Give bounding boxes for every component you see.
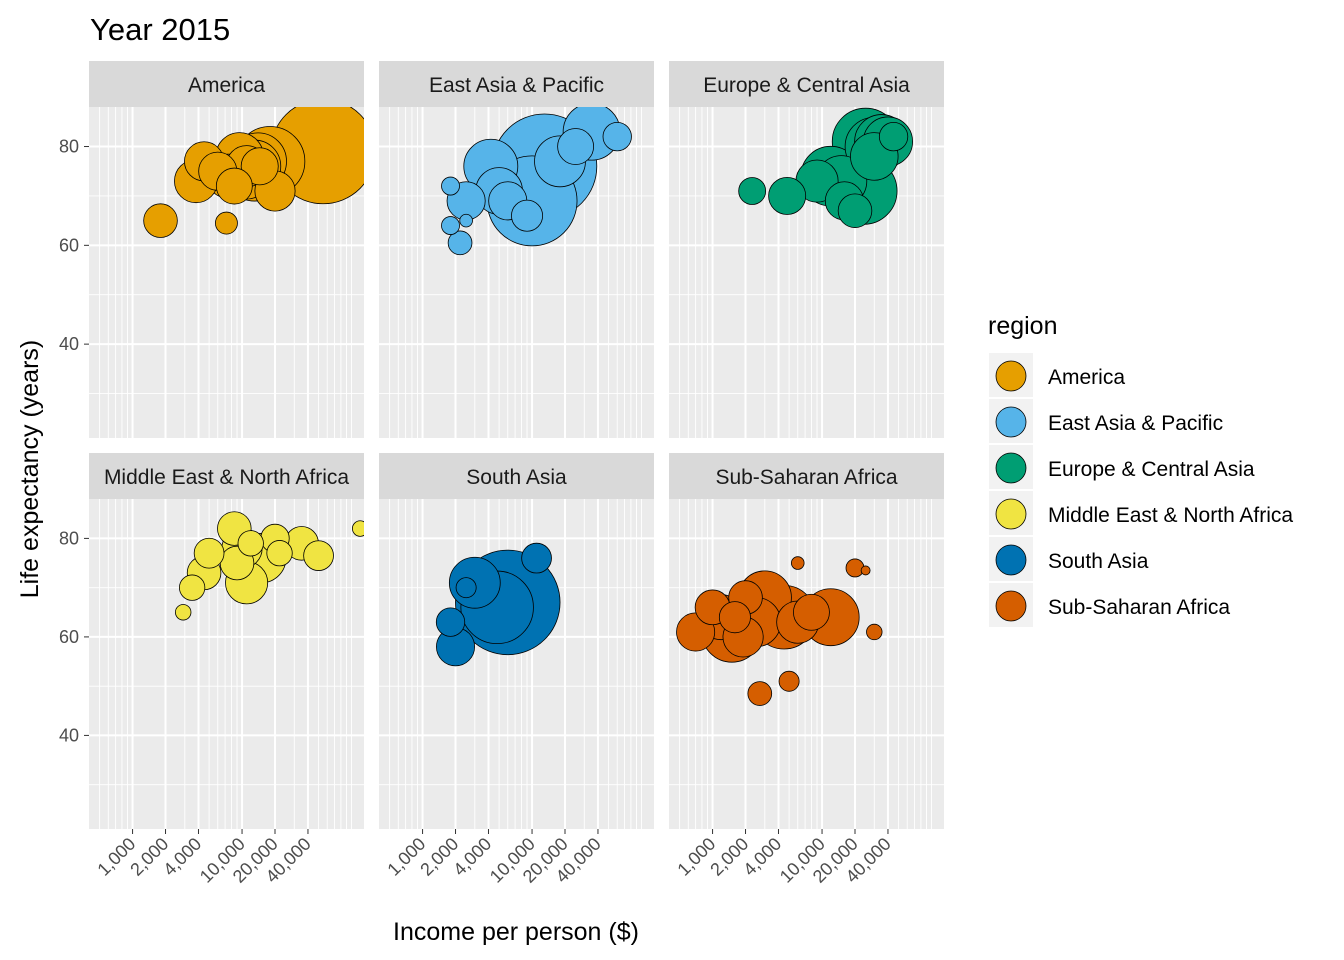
- legend-label: Sub-Saharan Africa: [1048, 596, 1230, 619]
- bubble-point: [174, 604, 192, 621]
- bubbles: [143, 107, 364, 238]
- facet-label: Middle East & North Africa: [104, 466, 349, 489]
- legend-item-america: America: [989, 353, 1125, 397]
- bubble-point: [778, 670, 800, 692]
- facet-strip: [379, 61, 654, 107]
- bubble-point: [266, 540, 293, 567]
- bubbles: [441, 107, 632, 256]
- y-axis-tick-labels: 40 60 80 40 60 80: [59, 137, 89, 745]
- facet-strip: [669, 61, 944, 107]
- bubble-point: [738, 177, 767, 205]
- bubble-point: [768, 176, 807, 215]
- bubble-point: [878, 122, 909, 152]
- legend-label: Europe & Central Asia: [1048, 458, 1255, 481]
- bubble-point: [747, 681, 773, 706]
- bubble-point: [557, 128, 595, 165]
- bubble-point: [837, 193, 873, 228]
- bubble-point: [215, 211, 238, 235]
- panel-south-asia: South Asia: [379, 453, 654, 829]
- y-tick-label: 40: [59, 334, 79, 354]
- bubble-point: [240, 147, 279, 186]
- facet-label: East Asia & Pacific: [429, 74, 604, 97]
- bubble-point: [790, 556, 805, 570]
- y-tick-label: 80: [59, 137, 79, 157]
- bubble-point: [441, 216, 460, 235]
- legend-label: South Asia: [1048, 550, 1149, 573]
- x-axis-title: Income per person ($): [393, 918, 639, 946]
- legend-swatch: [995, 452, 1027, 484]
- bubbles: [738, 107, 914, 228]
- facet-panels: America East Asia & Pacific Europe & Centr…: [89, 61, 944, 829]
- legend-title: region: [988, 312, 1058, 340]
- bubble-point: [718, 601, 751, 634]
- facet-strip: [89, 61, 364, 107]
- bubble-point: [237, 530, 264, 557]
- bubbles: [676, 556, 883, 706]
- bubble-point: [447, 230, 473, 256]
- bubble-point: [793, 593, 830, 631]
- bubble-point: [441, 176, 460, 196]
- legend-label: East Asia & Pacific: [1048, 412, 1223, 435]
- y-tick-label: 80: [59, 528, 79, 548]
- bubble-point: [866, 623, 883, 641]
- legend-item-sub-saharan-africa: Sub-Saharan Africa: [989, 583, 1230, 627]
- legend-swatch: [995, 590, 1027, 622]
- y-tick-label: 60: [59, 627, 79, 647]
- bubble-point: [521, 542, 552, 574]
- legend-swatch: [995, 360, 1027, 392]
- bubble-point: [860, 565, 871, 576]
- bubble-point: [435, 607, 466, 637]
- legend-item-middle-east-and-north-africa: Middle East & North Africa: [989, 491, 1293, 535]
- bubble-point: [455, 577, 477, 599]
- facet-label: Sub-Saharan Africa: [715, 466, 897, 489]
- legend-label: America: [1048, 366, 1125, 389]
- legend-item-east-asia-and-pacific: East Asia & Pacific: [989, 399, 1223, 443]
- bubble-point: [193, 537, 225, 569]
- gridlines: [379, 499, 654, 829]
- y-tick-label: 60: [59, 235, 79, 255]
- bubbles: [174, 511, 364, 621]
- bubble-point: [303, 540, 334, 571]
- facet-label: Europe & Central Asia: [703, 74, 910, 97]
- panel-america: America: [89, 61, 364, 438]
- facet-strip: [89, 453, 364, 499]
- panel-east-asia-and-pacific: East Asia & Pacific: [379, 61, 654, 438]
- legend: region America East Asia & Pacific Europe …: [988, 312, 1293, 627]
- bubble-point: [602, 122, 632, 152]
- panel-middle-east-and-north-africa: Middle East & North Africa: [89, 453, 364, 829]
- legend-label: Middle East & North Africa: [1048, 504, 1293, 527]
- facet-strip: [379, 453, 654, 499]
- bubble-point: [179, 574, 206, 601]
- legend-swatch: [995, 498, 1027, 530]
- facet-strip: [669, 453, 944, 499]
- bubble-point: [845, 558, 865, 578]
- panel-background: [669, 499, 944, 829]
- bubble-point: [143, 203, 178, 238]
- bubble-point: [215, 167, 253, 205]
- bubble-point: [459, 213, 473, 228]
- gridlines: [669, 499, 944, 829]
- panel-background: [379, 499, 654, 829]
- facet-label: America: [188, 74, 265, 97]
- y-axis-title: Life expectancy (years): [16, 340, 44, 598]
- bubble-point: [352, 520, 364, 537]
- bubbles: [435, 542, 561, 667]
- legend-item-south-asia: South Asia: [989, 537, 1149, 581]
- legend-item-europe-and-central-asia: Europe & Central Asia: [989, 445, 1255, 489]
- facet-label: South Asia: [466, 466, 567, 489]
- panel-europe-and-central-asia: Europe & Central Asia: [669, 61, 944, 438]
- bubble-point: [511, 199, 544, 232]
- legend-swatch: [995, 406, 1027, 438]
- y-tick-label: 40: [59, 725, 79, 745]
- chart-title: Year 2015: [90, 12, 230, 47]
- panel-sub-saharan-africa: Sub-Saharan Africa: [669, 453, 944, 829]
- legend-swatch: [995, 544, 1027, 576]
